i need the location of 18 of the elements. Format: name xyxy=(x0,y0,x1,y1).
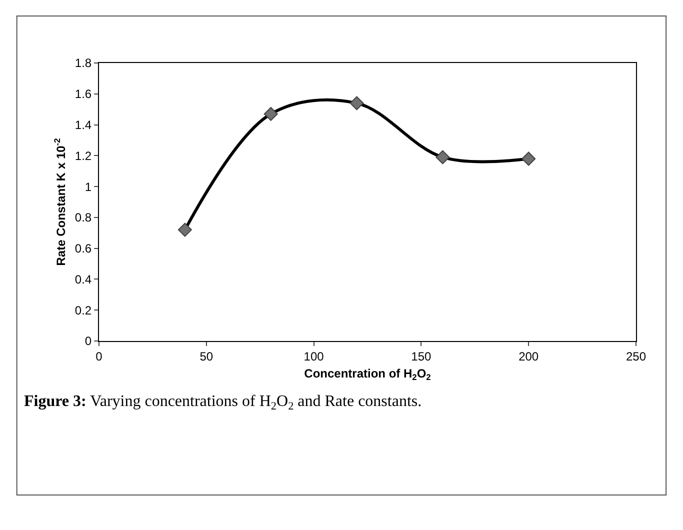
y-tick-label: 0.4 xyxy=(74,272,92,286)
x-tick-label: 150 xyxy=(411,349,432,364)
caption: Figure 3: Varying concentrations of H$_{2}$O$_{2}$ and Rate constants. xyxy=(24,393,422,412)
x-tick-label: 250 xyxy=(626,349,646,364)
y-tick-label: 0.2 xyxy=(74,303,92,318)
y-tick-label: 0.8 xyxy=(74,210,92,225)
y-tick-label: 0 xyxy=(84,334,92,348)
x-tick-label: 0 xyxy=(96,349,103,364)
x-tick-label: 200 xyxy=(518,349,539,364)
y-tick-label: 0.6 xyxy=(74,242,92,256)
x-axis-title: Concentration of H$_{2}$O$_{2}$ xyxy=(304,366,432,382)
x-tick-label: 50 xyxy=(200,349,214,364)
y-tick-label: 1.4 xyxy=(74,118,92,132)
y-tick-label: 1.8 xyxy=(74,56,92,70)
y-tick-label: 1.6 xyxy=(74,87,92,102)
y-tick-label: 1.2 xyxy=(74,148,92,163)
x-tick-label: 100 xyxy=(304,349,324,364)
y-tick-label: 1 xyxy=(84,180,92,194)
